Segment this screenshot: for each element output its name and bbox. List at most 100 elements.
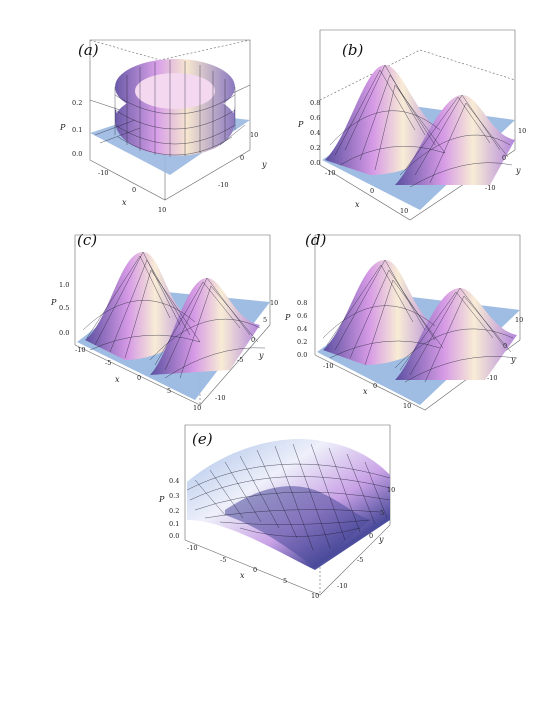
panel-a: (a) 0.2 0.1 0.0 P -10 0 10 x 10 0 -10 y xyxy=(50,25,280,225)
y-axis-label: y xyxy=(378,535,384,544)
z-tick: 0.1 xyxy=(169,520,179,528)
x-axis-label: x xyxy=(122,198,127,207)
y-tick: -10 xyxy=(215,394,225,402)
y-axis-ticks: 10 0 -10 xyxy=(487,316,523,382)
z-tick: 0.4 xyxy=(297,325,307,333)
x-axis-label: x xyxy=(240,571,245,580)
y-axis-ticks: 10 5 0 -5 -10 xyxy=(337,486,395,590)
panel-d: (d) 0.8 0.6 0.4 0.2 0.0 P -10 0 10 x 10 … xyxy=(284,230,535,415)
x-tick: 0 xyxy=(137,374,141,382)
y-axis-ticks: 10 0 -10 xyxy=(485,127,526,192)
x-tick: 10 xyxy=(403,402,411,410)
z-tick: 0.1 xyxy=(72,126,82,134)
surface xyxy=(90,59,250,175)
x-axis-ticks: -10 0 10 xyxy=(98,169,166,214)
surface xyxy=(186,439,391,570)
y-tick: 0 xyxy=(251,336,255,344)
panel-label: (e) xyxy=(192,430,213,448)
x-tick: 0 xyxy=(132,186,136,194)
x-tick: 10 xyxy=(193,404,201,412)
y-tick: 10 xyxy=(387,486,395,494)
y-tick: 5 xyxy=(263,316,267,324)
surface xyxy=(317,259,520,405)
y-tick: -5 xyxy=(237,356,243,364)
z-tick: 0.3 xyxy=(169,492,179,500)
surface-plot-a: (a) 0.2 0.1 0.0 P -10 0 10 x 10 0 -10 y xyxy=(59,39,267,214)
z-axis-label: P xyxy=(158,495,165,504)
z-tick: 0.2 xyxy=(310,144,320,152)
y-tick: 10 xyxy=(515,316,523,324)
y-tick: 5 xyxy=(380,509,384,517)
x-axis-ticks: -10 -5 0 5 10 xyxy=(75,346,201,412)
y-axis-label: y xyxy=(261,160,267,169)
x-tick: -10 xyxy=(98,169,108,177)
x-axis-ticks: -10 0 10 xyxy=(323,362,411,410)
panel-label: (a) xyxy=(78,41,99,59)
z-tick: 0.0 xyxy=(310,159,320,167)
panel-label: (d) xyxy=(305,231,326,249)
z-tick: 0.5 xyxy=(59,304,69,312)
x-tick: -10 xyxy=(187,544,197,552)
y-tick: -10 xyxy=(337,582,347,590)
z-tick: 0.8 xyxy=(310,99,320,107)
y-axis-ticks: 10 5 0 -5 -10 xyxy=(215,299,278,402)
z-axis-label: P xyxy=(297,120,304,129)
x-tick: -10 xyxy=(323,362,333,370)
x-axis-label: x xyxy=(355,200,360,209)
y-axis-label: y xyxy=(258,351,264,360)
x-tick: -10 xyxy=(75,346,85,354)
y-tick: 10 xyxy=(270,299,278,307)
panel-e: (e) 0.4 0.3 0.2 0.1 0.0 P -10 -5 0 5 10 … xyxy=(158,420,405,600)
z-axis-ticks: 1.0 0.5 0.0 xyxy=(59,281,69,337)
z-axis-ticks: 0.8 0.6 0.4 0.2 0.0 xyxy=(310,99,320,167)
z-tick: 0.4 xyxy=(169,477,179,485)
z-tick: 0.2 xyxy=(297,338,307,346)
z-axis-ticks: 0.4 0.3 0.2 0.1 0.0 xyxy=(169,477,179,540)
x-tick: 10 xyxy=(311,592,319,600)
y-tick: 0 xyxy=(240,154,244,162)
z-axis-ticks: 0.8 0.6 0.4 0.2 0.0 xyxy=(297,299,307,359)
z-axis-label: P xyxy=(59,123,66,132)
y-tick: 0 xyxy=(369,532,373,540)
z-tick: 0.8 xyxy=(297,299,307,307)
y-tick: 0 xyxy=(502,154,506,162)
surface xyxy=(77,251,270,400)
y-axis-label: y xyxy=(510,355,516,364)
panel-label: (b) xyxy=(342,41,363,59)
z-axis-ticks: 0.2 0.1 0.0 xyxy=(72,99,82,158)
z-tick: 0.2 xyxy=(169,507,179,515)
z-axis-label: P xyxy=(50,298,57,307)
x-axis-ticks: -10 0 10 xyxy=(325,169,408,215)
z-tick: 0.2 xyxy=(72,99,82,107)
surface-plot-b: (b) 0.8 0.6 0.4 0.2 0.0 P -10 0 10 x 10 … xyxy=(297,29,526,221)
z-tick: 0.6 xyxy=(310,114,320,122)
z-tick: 0.0 xyxy=(59,329,69,337)
z-tick: 0.0 xyxy=(169,532,179,540)
y-tick: 0 xyxy=(503,342,507,350)
y-axis-label: y xyxy=(515,166,521,175)
x-tick: 5 xyxy=(167,387,171,395)
x-tick: -10 xyxy=(325,169,335,177)
panel-b: (b) 0.8 0.6 0.4 0.2 0.0 P -10 0 10 x 10 … xyxy=(290,25,535,225)
y-axis-ticks: 10 0 -10 xyxy=(218,131,258,189)
y-tick: 10 xyxy=(518,127,526,135)
x-tick: 0 xyxy=(253,566,257,574)
y-tick: 10 xyxy=(250,131,258,139)
x-tick: -5 xyxy=(220,556,226,564)
x-tick: 0 xyxy=(370,187,374,195)
x-tick: -5 xyxy=(105,359,111,367)
z-tick: 1.0 xyxy=(59,281,69,289)
x-tick: 10 xyxy=(400,207,408,215)
z-tick: 0.6 xyxy=(297,312,307,320)
x-axis-ticks: -10 -5 0 5 10 xyxy=(187,544,319,600)
z-tick: 0.4 xyxy=(310,129,320,137)
x-axis-label: x xyxy=(363,387,368,396)
y-tick: -5 xyxy=(357,556,363,564)
surface-plot-d: (d) 0.8 0.6 0.4 0.2 0.0 P -10 0 10 x 10 … xyxy=(284,231,523,411)
x-tick: 10 xyxy=(158,206,166,214)
z-tick: 0.0 xyxy=(72,150,82,158)
surface xyxy=(322,64,515,210)
surface-plot-c: (c) 1.0 0.5 0.0 P -10 -5 0 5 10 x 10 5 0… xyxy=(50,231,278,412)
y-tick: -10 xyxy=(487,374,497,382)
y-tick: -10 xyxy=(485,184,495,192)
